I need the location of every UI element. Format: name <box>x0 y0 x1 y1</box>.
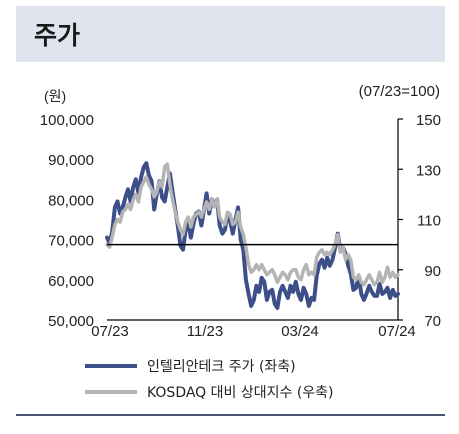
series-lines <box>105 161 400 310</box>
legend: 인텔리안테크 주가 (좌축) KOSDAQ 대비 상대지수 (우축) <box>85 359 334 401</box>
right-tick-label: 110 <box>417 213 441 230</box>
x-tick-label: 11/23 <box>187 323 223 340</box>
right-tick-label: 150 <box>416 112 441 129</box>
left-tick-label: 50,000 <box>48 313 94 330</box>
right-tick-label: 130 <box>416 162 441 179</box>
legend-label-index: KOSDAQ 대비 상대지수 (우축) <box>147 385 334 401</box>
left-tick-label: 70,000 <box>48 233 94 250</box>
right-tick-label: 90 <box>424 263 441 280</box>
legend-label-stock: 인텔리안테크 주가 (좌축) <box>147 359 296 375</box>
axes <box>107 118 403 321</box>
left-tick-label: 80,000 <box>48 192 94 209</box>
left-axis-unit: (원) <box>44 88 66 104</box>
chart-title: 주가 <box>34 21 81 50</box>
x-tick-label: 07/24 <box>378 323 416 340</box>
relative-index-line <box>105 162 400 287</box>
axis-labels: (원) (07/23=100) 100,000 90,000 80,000 70,00… <box>40 83 441 340</box>
x-tick-label: 07/23 <box>91 323 129 340</box>
right-axis-unit: (07/23=100) <box>359 83 440 100</box>
left-tick-label: 90,000 <box>48 152 94 169</box>
bottom-rule <box>16 414 445 416</box>
left-tick-label: 100,000 <box>40 112 94 129</box>
stock-price-line <box>105 161 400 310</box>
chart-header: 주가 <box>16 6 445 62</box>
x-tick-label: 03/24 <box>281 323 319 340</box>
right-tick-label: 70 <box>424 313 441 330</box>
left-tick-label: 60,000 <box>48 273 94 290</box>
